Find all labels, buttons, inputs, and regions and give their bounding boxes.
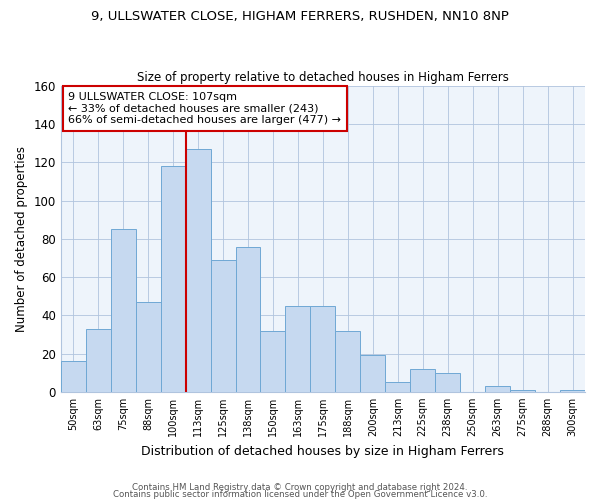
Bar: [86, 328, 111, 392]
Text: 9, ULLSWATER CLOSE, HIGHAM FERRERS, RUSHDEN, NN10 8NP: 9, ULLSWATER CLOSE, HIGHAM FERRERS, RUSH…: [91, 10, 509, 23]
Bar: [161, 166, 185, 392]
Text: 9 ULLSWATER CLOSE: 107sqm
← 33% of detached houses are smaller (243)
66% of semi: 9 ULLSWATER CLOSE: 107sqm ← 33% of detac…: [68, 92, 341, 125]
X-axis label: Distribution of detached houses by size in Higham Ferrers: Distribution of detached houses by size …: [142, 444, 505, 458]
Text: Contains public sector information licensed under the Open Government Licence v3: Contains public sector information licen…: [113, 490, 487, 499]
Bar: [260, 330, 286, 392]
Bar: [286, 306, 310, 392]
Bar: [111, 230, 136, 392]
Bar: [335, 330, 361, 392]
Bar: [361, 356, 385, 392]
Bar: [310, 306, 335, 392]
Bar: [185, 149, 211, 392]
Bar: [435, 372, 460, 392]
Bar: [510, 390, 535, 392]
Y-axis label: Number of detached properties: Number of detached properties: [15, 146, 28, 332]
Bar: [236, 246, 260, 392]
Bar: [136, 302, 161, 392]
Bar: [211, 260, 236, 392]
Bar: [385, 382, 410, 392]
Bar: [61, 361, 86, 392]
Bar: [485, 386, 510, 392]
Bar: [410, 369, 435, 392]
Title: Size of property relative to detached houses in Higham Ferrers: Size of property relative to detached ho…: [137, 70, 509, 84]
Bar: [560, 390, 585, 392]
Text: Contains HM Land Registry data © Crown copyright and database right 2024.: Contains HM Land Registry data © Crown c…: [132, 484, 468, 492]
